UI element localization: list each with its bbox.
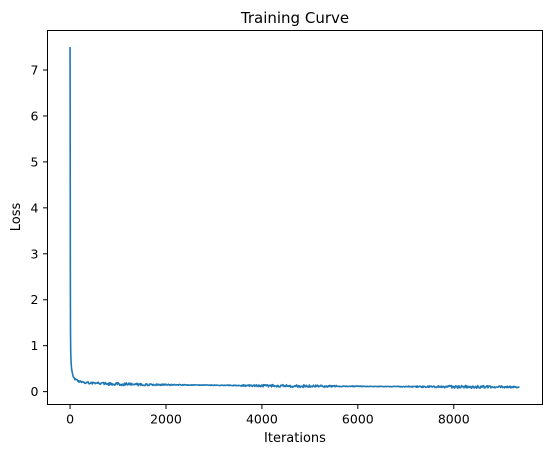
- x-axis-label: Iterations: [264, 431, 326, 446]
- y-tick-label: 2: [31, 292, 39, 307]
- x-tick-label: 2000: [150, 412, 182, 427]
- y-axis-label: Loss: [9, 203, 24, 232]
- y-tick-label: 4: [31, 200, 39, 215]
- x-tick-label: 4000: [246, 412, 278, 427]
- y-tick-label: 0: [31, 384, 39, 399]
- axes-frame: [47, 30, 543, 405]
- y-tick-label: 3: [31, 246, 39, 261]
- y-tick-label: 6: [31, 108, 39, 123]
- axis-ticks: 0 2000 4000 6000 8000 0 1 2 3 4 5 6 7: [31, 63, 470, 427]
- y-tick-label: 1: [31, 338, 39, 353]
- y-tick-label: 7: [31, 63, 39, 78]
- x-tick-label: 8000: [438, 412, 470, 427]
- x-tick-label: 0: [66, 412, 74, 427]
- loss-series-line: [69, 47, 520, 389]
- chart-title: Training Curve: [240, 9, 349, 27]
- x-tick-label: 6000: [342, 412, 374, 427]
- plot-area: [69, 47, 520, 389]
- y-tick-label: 5: [31, 154, 39, 169]
